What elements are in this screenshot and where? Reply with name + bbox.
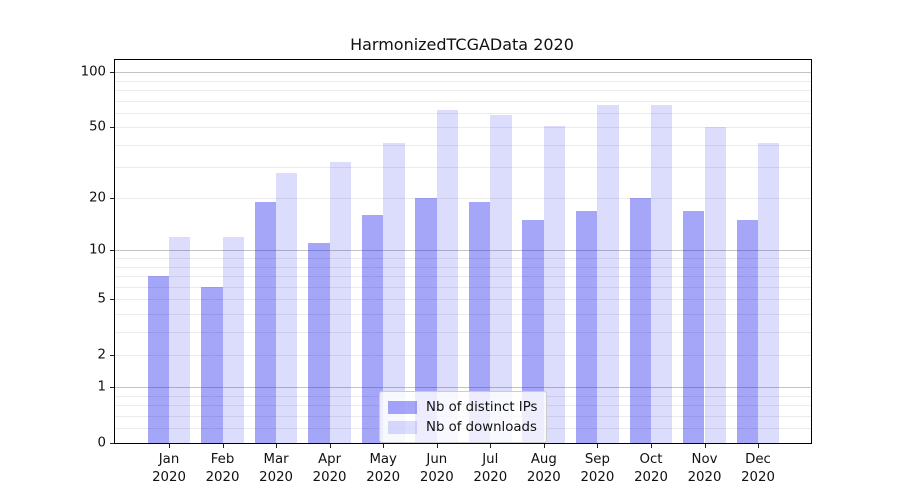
minor-gridline [115,299,811,300]
bar-downloads-apr [329,162,351,443]
x-tick-label: Dec 2020 [741,452,775,485]
major-gridline [115,387,811,389]
y-tick [110,354,114,356]
x-tick [651,444,652,448]
x-tick [597,444,599,448]
y-tick [110,387,114,389]
y-tick-label: 50 [89,119,106,135]
legend-label-downloads: Nb of downloads [426,419,537,435]
major-gridline [115,250,811,252]
bar-ips-oct [629,198,651,443]
x-tick-label: Jun 2020 [419,452,454,485]
major-gridline [115,72,811,74]
y-tick [110,198,114,200]
y-tick [110,72,114,74]
bar-downloads-sep [597,105,619,443]
x-tick-label: May 2020 [366,452,401,485]
minor-gridline [115,144,811,146]
y-tick-label: 0 [97,435,106,451]
minor-gridline [115,80,811,82]
legend-label-distinct-ips: Nb of distinct IPs [426,399,538,415]
bar-downloads-feb [222,236,244,443]
bar-ips-jul [468,202,491,443]
bar-ips-dec [736,220,758,443]
bar-ips-aug [522,220,544,443]
x-tick [222,444,224,448]
x-tick [758,444,759,448]
x-tick [490,444,492,448]
minor-gridline [115,331,811,333]
y-tick [110,443,114,444]
y-tick-label: 2 [97,347,106,363]
bar-ips-may [361,215,384,443]
bar-downloads-jun [436,110,459,443]
bar-downloads-aug [543,125,566,443]
x-tick [704,444,706,448]
minor-gridline [115,286,811,288]
minor-gridline [115,354,811,356]
legend-swatch-distinct-ips [388,400,417,414]
x-tick [436,444,438,448]
minor-gridline [115,89,811,91]
chart-title: HarmonizedTCGAData 2020 [350,35,574,54]
bar-downloads-may [383,142,405,443]
x-tick-label: Oct 2020 [634,452,668,485]
y-tick-label: 5 [97,291,106,307]
bar-downloads-jul [490,115,512,443]
bar-downloads-nov [704,127,726,443]
x-tick-label: Mar 2020 [259,452,294,485]
x-tick-label: Jan 2020 [152,452,186,485]
y-tick-label: 10 [89,242,106,258]
legend-swatch-downloads [388,420,417,434]
x-tick-label: Nov 2020 [687,452,722,485]
legend-item-distinct-ips: Nb of distinct IPs [388,397,537,417]
y-tick-label: 1 [97,379,106,395]
x-tick [543,444,545,448]
plot-area: Dec 2020 Nov 2020 Oct 2020 Sep 2020 Aug 2020 Jul 20… [81,59,812,485]
bar-downloads-mar [276,172,298,443]
bar-downloads-dec [758,142,780,443]
bar-ips-mar [254,202,277,443]
minor-gridline [115,112,811,114]
legend-item-downloads: Nb of downloads [388,417,537,437]
bar-downloads-jan [169,236,191,443]
bar-ips-sep [576,210,598,443]
bar-ips-feb [201,286,223,443]
y-tick [110,127,114,129]
bar-downloads-oct [651,105,673,443]
x-tick [169,444,170,448]
minor-gridline [115,258,811,259]
minor-gridline [115,167,811,169]
x-tick-label: Apr 2020 [312,452,347,485]
bar-ips-apr [308,243,330,443]
minor-gridline [115,266,811,268]
x-tick [329,444,331,448]
x-tick-label: Aug 2020 [526,452,561,485]
minor-gridline [115,127,811,129]
x-tick-label: Jul 2020 [473,452,508,485]
bar-ips-nov [683,210,705,443]
minor-gridline [115,100,811,102]
x-tick-label: Sep 2020 [580,452,615,485]
minor-gridline [115,198,811,200]
minor-gridline [115,275,811,277]
x-tick [383,444,385,448]
x-tick-label: Feb 2020 [205,452,240,485]
y-tick-label: 20 [89,190,106,206]
x-tick [276,444,278,448]
y-tick [110,299,114,300]
y-tick [110,250,114,252]
bar-ips-jun [415,198,437,443]
minor-gridline [115,313,811,315]
legend: Nb of distinct IPs Nb of downloads [379,391,548,443]
bar-ips-jan [147,275,169,443]
y-tick-label: 100 [80,64,106,80]
